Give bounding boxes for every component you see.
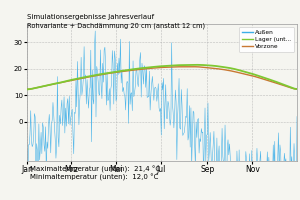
Text: Maximaltemperatur (unten):  21,4 °C
Minimaltemperatur (unten):  12,0 °C: Maximaltemperatur (unten): 21,4 °C Minim… xyxy=(30,165,160,181)
Text: Simulationsergebnisse Jahresverlauf: Simulationsergebnisse Jahresverlauf xyxy=(27,14,154,20)
Legend: Außen, Lager (unt..., Vorzone: Außen, Lager (unt..., Vorzone xyxy=(239,27,294,52)
Text: Rohvariante + Dachdämmung 20 cm (anstatt 12 cm): Rohvariante + Dachdämmung 20 cm (anstatt… xyxy=(27,22,205,29)
